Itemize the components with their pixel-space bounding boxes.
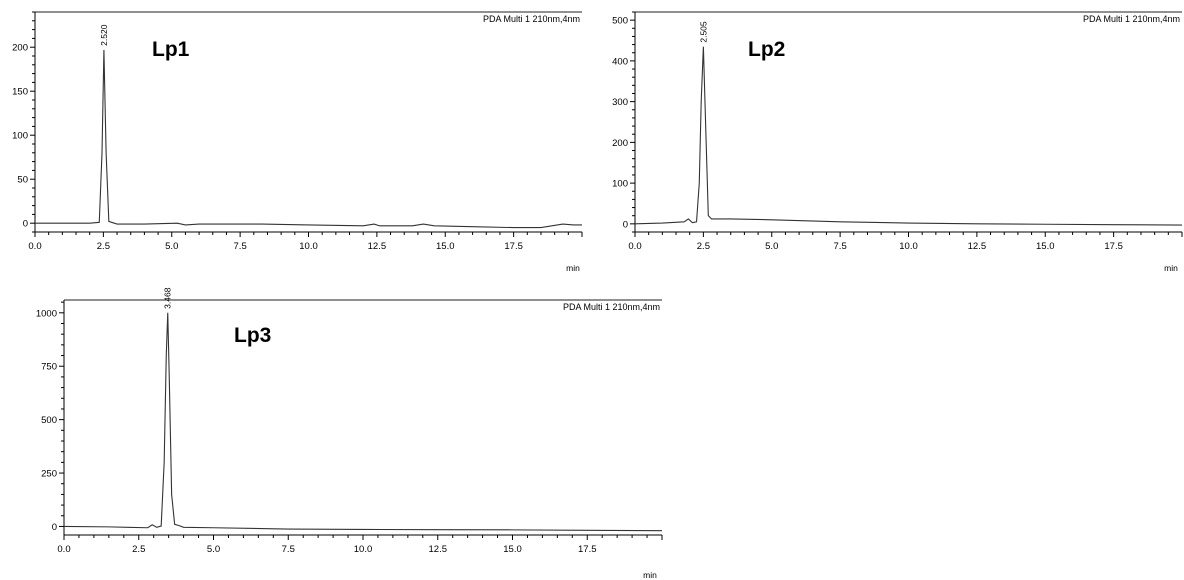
x-tick-label: 7.5 xyxy=(834,241,847,252)
x-tick-label: 10.0 xyxy=(354,544,373,555)
peak-retention-label: 2.520 xyxy=(99,24,109,46)
x-tick-label: 15.0 xyxy=(503,544,522,555)
x-tick-label: 10.0 xyxy=(299,241,318,252)
chromatogram-lp3: 0 250 500 750 1000 0.0 2.5 5.0 7.5 10.0 12.5 15.0 17… xyxy=(26,287,676,580)
x-axis-unit-label: min xyxy=(566,263,580,273)
x-tick-label: 12.5 xyxy=(968,241,987,252)
y-tick-label: 400 xyxy=(612,56,628,67)
peak-retention-label: 3.468 xyxy=(163,287,173,309)
y-tick-label: 750 xyxy=(41,362,57,373)
x-tick-label: 7.5 xyxy=(234,241,247,252)
chromatogram-trace xyxy=(634,46,1183,226)
x-tick-label: 7.5 xyxy=(282,544,295,555)
detector-label: PDA Multi 1 210nm,4nm xyxy=(1083,14,1180,24)
x-tick-label: 2.5 xyxy=(697,241,710,252)
x-tick-label: 17.5 xyxy=(1104,241,1123,252)
y-tick-label: 1000 xyxy=(36,308,57,319)
chart-svg: 0 50 100 150 200 0.0 2.5 5.0 7.5 10.0 12.5 15.0 17.5… xyxy=(12,11,583,273)
y-tick-label: 200 xyxy=(612,138,628,149)
y-tick-label: 0 xyxy=(23,219,28,230)
sample-label: Lp3 xyxy=(234,324,271,347)
y-tick-label: 500 xyxy=(41,415,57,426)
x-tick-label: 15.0 xyxy=(436,241,455,252)
x-tick-label: 10.0 xyxy=(899,241,918,252)
detector-label: PDA Multi 1 210nm,4nm xyxy=(483,14,580,24)
y-tick-label: 50 xyxy=(17,175,28,186)
x-tick-label: 0.0 xyxy=(628,241,641,252)
chart-svg: 0 100 200 300 400 500 0.0 2.5 5.0 7.5 10.0 12.5 15.0… xyxy=(612,11,1183,273)
sample-label: Lp1 xyxy=(152,38,190,61)
y-tick-label: 300 xyxy=(612,97,628,108)
chart-svg: 0 250 500 750 1000 0.0 2.5 5.0 7.5 10.0 12.5 15.0 17… xyxy=(36,287,663,580)
x-tick-label: 5.0 xyxy=(765,241,778,252)
chromatogram-lp2: 0 100 200 300 400 500 0.0 2.5 5.0 7.5 10.0 12.5 15.0… xyxy=(596,0,1184,280)
sample-label: Lp2 xyxy=(748,38,785,61)
x-tick-label: 15.0 xyxy=(1036,241,1055,252)
x-tick-label: 5.0 xyxy=(165,241,178,252)
x-tick-label: 17.5 xyxy=(578,544,597,555)
x-axis-unit-label: min xyxy=(1164,263,1178,273)
y-tick-label: 100 xyxy=(612,179,628,190)
x-tick-label: 12.5 xyxy=(429,544,448,555)
x-tick-label: 5.0 xyxy=(207,544,220,555)
chromatogram-trace xyxy=(63,312,663,532)
y-tick-label: 0 xyxy=(623,219,628,230)
y-tick-label: 200 xyxy=(12,43,28,54)
y-tick-label: 100 xyxy=(12,131,28,142)
x-tick-label: 0.0 xyxy=(28,241,41,252)
y-tick-label: 500 xyxy=(612,16,628,27)
x-tick-label: 12.5 xyxy=(368,241,387,252)
x-tick-label: 0.0 xyxy=(57,544,70,555)
y-tick-label: 250 xyxy=(41,469,57,480)
peak-retention-label: 2.505 xyxy=(699,21,709,43)
x-tick-label: 2.5 xyxy=(132,544,145,555)
y-tick-label: 150 xyxy=(12,87,28,98)
x-tick-label: 17.5 xyxy=(504,241,523,252)
detector-label: PDA Multi 1 210nm,4nm xyxy=(563,302,660,312)
x-tick-label: 2.5 xyxy=(97,241,110,252)
chromatogram-lp1: 0 50 100 150 200 0.0 2.5 5.0 7.5 10.0 12.5 15.0 17.5… xyxy=(0,0,590,280)
x-axis-unit-label: min xyxy=(643,570,657,580)
y-tick-label: 0 xyxy=(52,522,57,533)
chromatogram-trace xyxy=(35,49,582,229)
